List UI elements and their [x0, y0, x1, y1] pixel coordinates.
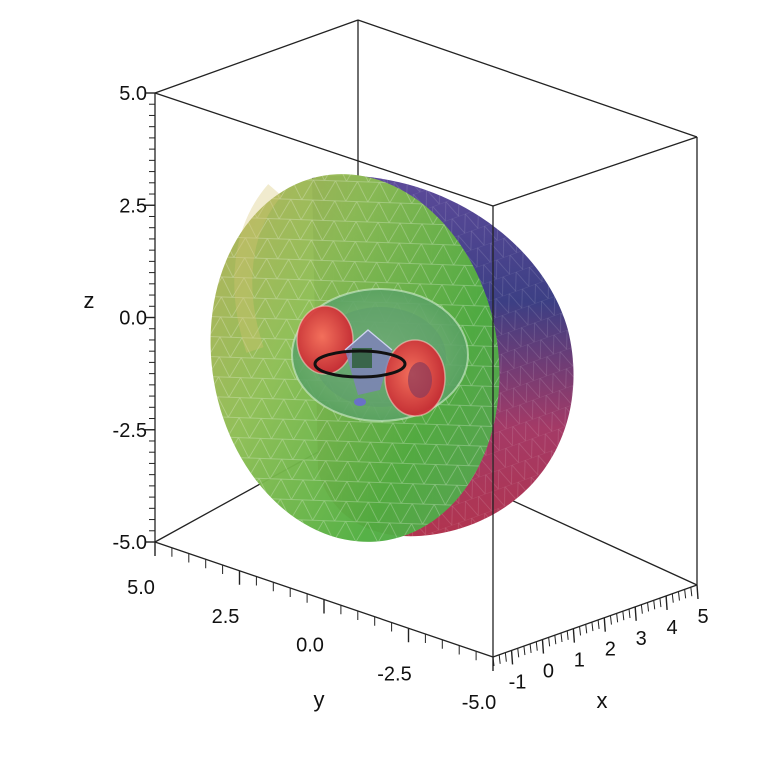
z-tick-label: 5.0 — [119, 83, 147, 105]
x-minor-tick — [622, 611, 625, 621]
z-tick-label: -5.0 — [113, 532, 147, 554]
x-tick-label: 4 — [667, 617, 678, 639]
x-tick-label: 5 — [697, 606, 708, 628]
x-tick-label: 2 — [605, 639, 616, 661]
z-axis-title: z — [84, 288, 95, 313]
x-minor-tick — [616, 613, 619, 623]
x-axis-title: x — [597, 688, 608, 713]
y-tick-label: 5.0 — [127, 577, 155, 599]
x-tick-label: 3 — [636, 628, 647, 650]
x-major-tick — [510, 650, 514, 665]
x-major-tick — [572, 628, 576, 643]
x-minor-tick — [647, 602, 650, 612]
x-tick-label: 0 — [543, 661, 554, 683]
x-minor-tick — [535, 641, 538, 651]
z-tick-label: 2.5 — [119, 195, 147, 217]
y-tick-label: 2.5 — [212, 606, 240, 628]
z-axis: 5.0 2.5 0.0 -2.5 -5.0 — [113, 83, 155, 554]
y-tick-label: -5.0 — [462, 692, 496, 714]
x-tick-label: 1 — [574, 650, 585, 672]
x-minor-tick — [523, 646, 526, 656]
x-major-tick — [541, 639, 545, 654]
x-minor-tick — [640, 604, 643, 614]
x-minor-tick — [504, 652, 507, 662]
z-tick-label: -2.5 — [113, 420, 147, 442]
x-major-tick — [696, 584, 699, 600]
x-minor-tick — [591, 622, 594, 632]
x-minor-tick — [560, 632, 563, 643]
x-minor-tick — [609, 615, 612, 625]
x-minor-tick — [653, 600, 656, 610]
x-minor-tick — [585, 624, 588, 634]
x-major-tick — [665, 595, 668, 610]
x-minor-tick — [684, 589, 687, 599]
x-minor-tick — [498, 654, 501, 664]
x-minor-tick — [517, 648, 520, 658]
x-minor-tick — [671, 593, 674, 603]
x-minor-tick — [492, 656, 495, 667]
red-lobes — [296, 305, 446, 417]
x-minor-tick — [554, 635, 557, 645]
y-tick-label: 0.0 — [296, 635, 324, 657]
y-axis: 5.0 2.5 0.0 -2.5 -5.0 — [127, 542, 496, 714]
x-major-tick — [634, 606, 637, 621]
x-minor-tick — [597, 619, 600, 629]
x-minor-tick — [677, 591, 680, 601]
x-minor-tick — [579, 626, 582, 636]
central-core — [344, 329, 393, 406]
x-minor-tick — [690, 587, 693, 597]
x-minor-tick — [628, 608, 631, 619]
x-minor-tick — [566, 630, 569, 640]
y-tick-label: -2.5 — [377, 663, 411, 685]
ring-curve — [313, 349, 407, 379]
x-axis: -1 0 1 2 3 4 5 — [492, 584, 709, 693]
y-axis-title: y — [314, 687, 325, 712]
z-tick-label: 0.0 — [119, 308, 147, 330]
x-minor-tick — [529, 643, 532, 653]
x-minor-tick — [659, 598, 662, 608]
x-minor-tick — [548, 637, 551, 647]
x-tick-label: -1 — [509, 671, 527, 693]
x-major-tick — [603, 617, 606, 632]
